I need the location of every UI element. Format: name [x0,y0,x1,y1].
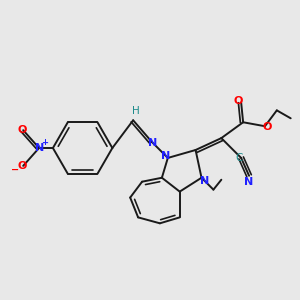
Text: H: H [132,106,140,116]
Text: −: − [11,165,19,175]
Text: O: O [17,161,27,171]
Text: +: + [41,138,49,147]
Text: O: O [262,122,272,132]
Text: N: N [35,143,45,153]
Text: O: O [17,125,27,135]
Text: N: N [148,138,158,148]
Text: N: N [200,176,209,186]
Text: N: N [244,177,254,187]
Text: C: C [236,153,243,163]
Text: N: N [161,151,170,161]
Text: O: O [233,97,243,106]
